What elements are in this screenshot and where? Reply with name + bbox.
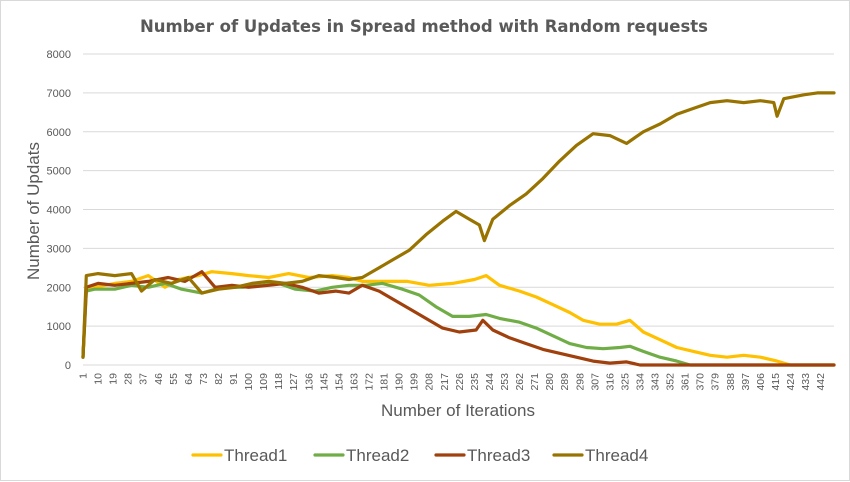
- legend-label-thread1: Thread1: [224, 446, 287, 465]
- y-axis-ticks: 0 1000 2000 3000 4000 5000 6000 7000 8000: [47, 49, 71, 372]
- x-tick-label: 262: [514, 373, 526, 391]
- y-tick-label: 7000: [47, 88, 71, 100]
- y-tick-label: 1000: [47, 321, 71, 333]
- x-tick-label: 289: [559, 373, 571, 391]
- x-tick-label: 415: [770, 373, 782, 391]
- x-tick-label: 325: [619, 373, 631, 391]
- x-tick-label: 217: [439, 373, 451, 391]
- x-tick-label: 118: [273, 373, 285, 390]
- legend: Thread1 Thread2 Thread3 Thread4: [191, 446, 648, 465]
- series-line-thread2: [81, 281, 836, 367]
- x-tick-label: 370: [695, 373, 707, 391]
- x-tick-label: 91: [228, 373, 240, 385]
- x-tick-label: 100: [243, 373, 255, 391]
- x-tick-label: 136: [303, 373, 315, 391]
- x-tick-label: 154: [333, 373, 345, 391]
- legend-label-thread2: Thread2: [346, 446, 409, 465]
- series-line-thread4: [81, 91, 836, 359]
- x-tick-label: 46: [153, 373, 165, 385]
- x-tick-label: 406: [755, 373, 767, 391]
- x-axis-ticks: 1 10 19 28 37 46 55 64 73 82 91 100 109 118 127 136 145 1…: [78, 373, 828, 391]
- x-tick-label: 208: [424, 373, 436, 391]
- y-tick-label: 5000: [47, 166, 71, 178]
- x-tick-label: 199: [409, 373, 421, 391]
- legend-label-thread4: Thread4: [585, 446, 648, 465]
- x-tick-label: 235: [469, 373, 481, 391]
- legend-label-thread3: Thread3: [467, 446, 530, 465]
- y-tick-label: 0: [65, 360, 71, 372]
- x-tick-label: 271: [529, 373, 541, 391]
- series-lines: [81, 91, 836, 367]
- x-tick-label: 127: [288, 373, 300, 391]
- x-tick-label: 145: [318, 373, 330, 391]
- x-tick-label: 19: [108, 373, 120, 385]
- y-tick-label: 6000: [47, 127, 71, 139]
- y-axis-label: Number of Updats: [24, 142, 43, 280]
- x-tick-label: 397: [740, 373, 752, 391]
- x-tick-label: 343: [650, 373, 662, 391]
- x-tick-label: 307: [589, 373, 601, 391]
- x-tick-label: 37: [138, 373, 150, 385]
- x-tick-label: 109: [258, 373, 270, 391]
- x-tick-label: 82: [213, 373, 225, 385]
- x-tick-label: 163: [348, 373, 360, 391]
- x-tick-label: 28: [123, 373, 135, 385]
- x-tick-label: 280: [544, 373, 556, 391]
- y-tick-label: 3000: [47, 243, 71, 255]
- x-tick-label: 181: [379, 373, 391, 391]
- x-tick-label: 433: [800, 373, 812, 391]
- x-tick-label: 334: [634, 373, 646, 391]
- x-tick-label: 244: [484, 373, 496, 391]
- x-tick-label: 64: [183, 373, 195, 385]
- x-axis-label: Number of Iterations: [381, 401, 535, 420]
- x-tick-label: 379: [710, 373, 722, 391]
- x-tick-label: 298: [574, 373, 586, 391]
- x-tick-label: 10: [93, 373, 105, 385]
- y-tick-label: 2000: [47, 282, 71, 294]
- x-tick-label: 190: [394, 373, 406, 391]
- x-tick-label: 73: [198, 373, 210, 385]
- x-tick-label: 1: [78, 373, 90, 379]
- chart-title: Number of Updates in Spread method with …: [140, 17, 708, 36]
- x-tick-label: 424: [785, 373, 797, 391]
- x-tick-label: 316: [604, 373, 616, 391]
- y-tick-label: 8000: [47, 49, 71, 61]
- y-tick-label: 4000: [47, 205, 71, 217]
- x-tick-label: 253: [499, 373, 511, 391]
- x-tick-label: 442: [815, 373, 827, 391]
- x-tick-label: 172: [364, 373, 376, 391]
- x-tick-label: 226: [454, 373, 466, 391]
- x-tick-label: 388: [725, 373, 737, 391]
- x-tick-label: 361: [680, 373, 692, 391]
- x-tick-label: 352: [665, 373, 677, 391]
- x-tick-label: 55: [168, 373, 180, 385]
- gridlines: [83, 53, 834, 366]
- series-line-thread3: [81, 270, 836, 367]
